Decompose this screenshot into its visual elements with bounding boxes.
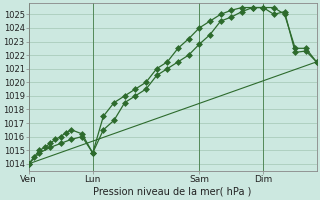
X-axis label: Pression niveau de la mer( hPa ): Pression niveau de la mer( hPa ) bbox=[93, 187, 252, 197]
